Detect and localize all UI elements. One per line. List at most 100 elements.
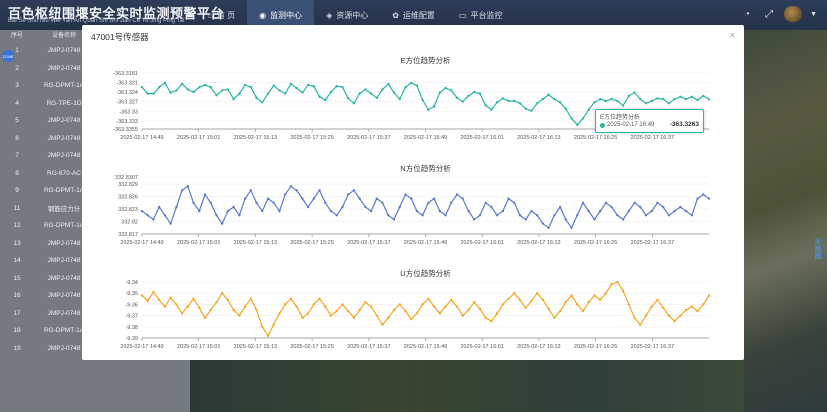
- data-point: [581, 309, 585, 313]
- data-point: [570, 117, 573, 120]
- data-point: [610, 283, 613, 286]
- nav-label: 监测中心: [270, 10, 303, 20]
- data-point: [667, 102, 671, 105]
- data-point: [198, 209, 201, 213]
- data-point: [255, 96, 258, 100]
- data-point: [415, 84, 419, 87]
- data-point: [432, 197, 436, 200]
- row-device-name: JMPJ-0748: [47, 274, 81, 282]
- data-point: [427, 297, 430, 300]
- data-point: [192, 201, 195, 204]
- table-row[interactable]: 11 钢筋应力计: [0, 200, 190, 217]
- data-point: [289, 297, 293, 300]
- avatar[interactable]: [784, 6, 803, 22]
- data-point: [461, 314, 464, 317]
- x-tick-label: 2025-02-17 15:01: [177, 240, 220, 246]
- nav-home[interactable]: ⌂ 首 页: [196, 0, 247, 30]
- y-tick-label: -363.3355: [113, 127, 138, 133]
- data-point: [209, 86, 212, 89]
- data-point: [306, 312, 310, 315]
- zone-badge[interactable]: ZONE: [2, 50, 14, 62]
- data-point: [438, 91, 441, 94]
- row-index: 12: [13, 222, 21, 229]
- nav-platform-monitor[interactable]: ▭ 平台监控: [447, 0, 515, 30]
- expand-icon[interactable]: ⤢: [765, 8, 774, 20]
- table-row[interactable]: 18 RG-DPMT-1A: [0, 322, 190, 339]
- table-row[interactable]: 13 JMPJ-0748: [0, 235, 190, 252]
- column-header-index: 序号: [10, 33, 23, 39]
- data-point: [467, 94, 470, 98]
- satellite-map-bottom[interactable]: [190, 360, 744, 412]
- satellite-map[interactable]: [744, 30, 827, 412]
- row-index: 19: [13, 344, 21, 352]
- data-point: [243, 305, 247, 308]
- row-device-name: RG-670-AC: [47, 169, 81, 177]
- data-point: [364, 301, 367, 304]
- data-point: [553, 214, 556, 217]
- table-row[interactable]: 17 JMPJ-0748: [0, 305, 190, 322]
- data-point: [421, 98, 424, 102]
- x-tick-label: 2025-02-17 15:13: [234, 240, 277, 246]
- notification-icon[interactable]: ◔: [744, 8, 751, 20]
- row-device-name: RG-DPMT-1A: [43, 82, 85, 89]
- y-tick-label: 332.8307: [115, 175, 138, 181]
- data-point: [238, 214, 241, 217]
- chevron-down-icon[interactable]: ▼: [810, 10, 817, 18]
- y-tick-label: -9.37: [125, 314, 138, 320]
- data-point: [158, 86, 161, 89]
- data-point: [518, 214, 522, 217]
- data-point: [232, 205, 235, 209]
- table-row[interactable]: 12 RG-DPMT-1A: [0, 217, 190, 234]
- data-point: [650, 209, 653, 213]
- table-row[interactable]: 16 JMPJ-0748: [0, 287, 190, 304]
- row-device-name: JMPJ-0748: [47, 239, 81, 247]
- table-row[interactable]: 6 JMPJ-0748: [0, 130, 190, 147]
- data-point: [152, 290, 155, 294]
- data-point: [707, 294, 711, 297]
- data-point: [375, 96, 378, 100]
- table-row[interactable]: 1 JMPJ-0748: [0, 42, 190, 59]
- table-row[interactable]: 2 JMPJ-0748: [0, 60, 190, 77]
- data-point: [278, 312, 281, 315]
- data-point: [163, 305, 167, 308]
- data-point: [255, 201, 258, 204]
- tooltip-value: -363.3263: [669, 121, 699, 128]
- data-point: [490, 108, 493, 111]
- data-point: [180, 82, 184, 86]
- data-point: [684, 97, 688, 101]
- nav-ops-config[interactable]: ✿ 运维配置: [380, 0, 447, 30]
- nav-resource-center[interactable]: ◈ 资源中心: [314, 0, 380, 30]
- header-actions: ◔ ⤢ ▼: [740, 6, 817, 22]
- table-row[interactable]: 8 RG-670-AC: [0, 165, 190, 182]
- data-point: [541, 97, 545, 101]
- data-point: [421, 303, 424, 306]
- row-device-name: JMPJ-0748: [47, 64, 81, 72]
- row-index: 17: [13, 309, 21, 317]
- data-point: [599, 209, 602, 213]
- data-point: [352, 102, 356, 105]
- table-row[interactable]: 3 RG-DPMT-1A: [0, 77, 190, 94]
- row-index: 11: [13, 204, 21, 212]
- close-icon[interactable]: ×: [729, 30, 735, 40]
- table-row[interactable]: 15 JMPJ-0748: [0, 270, 190, 287]
- data-point: [564, 301, 567, 304]
- data-point: [301, 316, 304, 319]
- table-row[interactable]: 19 JMPJ-0748: [0, 340, 190, 357]
- table-row[interactable]: 14 JMPJ-0748: [0, 252, 190, 269]
- data-point: [679, 205, 682, 209]
- data-point: [226, 209, 230, 213]
- chart-title: U方位趋势分析: [400, 268, 451, 278]
- table-row[interactable]: 4 RG-TPE-1D: [0, 95, 190, 112]
- y-tick-label: -9.36: [125, 302, 138, 308]
- chart-tooltip: E方位趋势分析 2025-02-17 16:49 -363.3263: [595, 109, 704, 133]
- row-index: 4: [15, 99, 19, 107]
- x-tick-label: 2025-02-17 16:25: [574, 240, 617, 246]
- table-row[interactable]: 7 JMPJ-0748: [0, 147, 190, 164]
- map-source-label: 天地图: [814, 238, 821, 259]
- data-point: [518, 298, 522, 302]
- table-row[interactable]: 9 RG-DPMT-1A: [0, 182, 190, 199]
- data-point: [541, 298, 545, 302]
- x-tick-label: 2025-02-17 14:49: [120, 240, 163, 246]
- data-point: [513, 99, 516, 103]
- table-row[interactable]: 5 JMPJ-0748: [0, 112, 190, 129]
